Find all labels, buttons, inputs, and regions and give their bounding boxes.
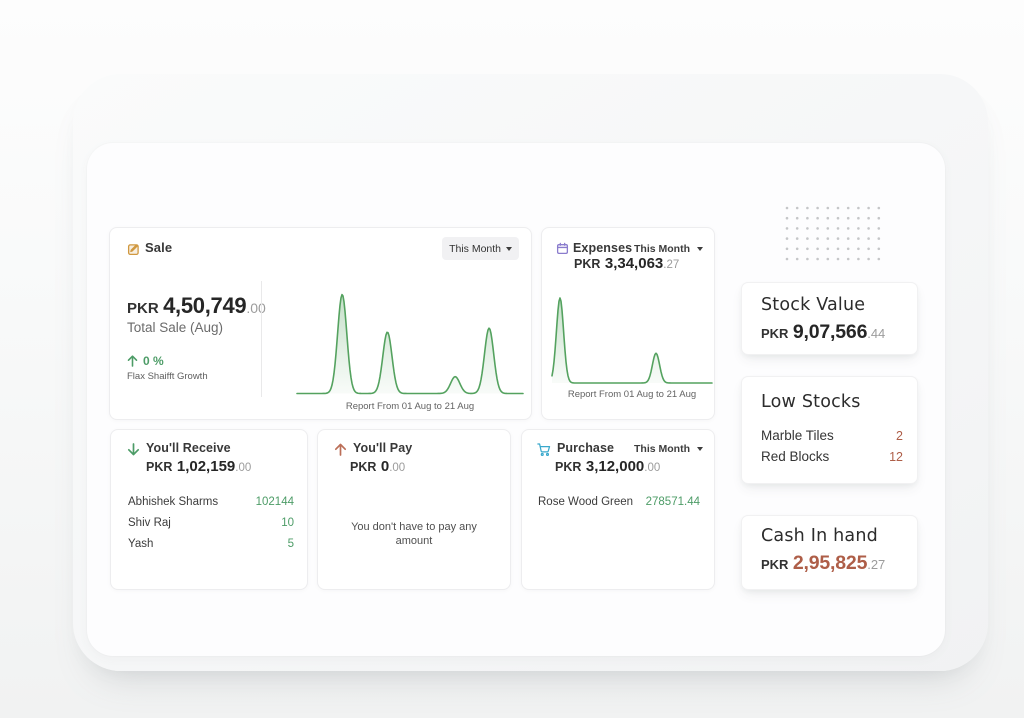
cash-currency: PKR <box>761 557 789 572</box>
pay-decimals: .00 <box>389 462 406 474</box>
expenses-title: Expenses <box>573 241 633 255</box>
expenses-sparkline-chart <box>551 297 713 384</box>
you-will-pay-card: You'll Pay PKR 0.00 You don't have to pa… <box>317 429 511 590</box>
low-stocks-list: Marble Tiles 2 Red Blocks 12 <box>742 425 917 467</box>
cash-in-hand-title: Cash In hand <box>761 526 878 546</box>
party-amount: 5 <box>287 537 294 550</box>
receive-total-value: PKR 1,02,159.00 <box>146 458 251 477</box>
sale-amount: 4,50,749 <box>163 293 247 318</box>
chevron-down-icon <box>697 447 703 451</box>
dashboard-screen: Sale This Month PKR 4,50,749.00 Total Sa… <box>87 143 945 656</box>
sale-currency: PKR <box>127 300 159 317</box>
purchase-item-row[interactable]: Rose Wood Green 278571.44 <box>538 491 700 512</box>
expenses-period-label: This Month <box>634 243 690 255</box>
pay-title: You'll Pay <box>353 441 413 455</box>
expenses-currency: PKR <box>574 257 601 271</box>
stock-item-name: Marble Tiles <box>761 428 834 443</box>
party-name: Abhishek Sharms <box>128 495 219 508</box>
purchase-period-label: This Month <box>634 443 690 455</box>
low-stock-row[interactable]: Red Blocks 12 <box>761 446 903 467</box>
sale-period-label: This Month <box>449 242 501 255</box>
expenses-calendar-icon <box>556 242 569 255</box>
stock-amount: 9,07,566 <box>792 321 868 343</box>
item-amount: 278571.44 <box>645 495 700 508</box>
pay-amount: 0 <box>380 458 390 475</box>
arrow-up-icon <box>334 443 347 461</box>
device-frame: Sale This Month PKR 4,50,749.00 Total Sa… <box>73 74 988 671</box>
cash-amount: 2,95,825 <box>792 552 868 574</box>
receive-party-row[interactable]: Shiv Raj 10 <box>128 512 294 533</box>
sale-growth: 0 % <box>127 354 164 368</box>
purchase-total-value: PKR 3,12,000.00 <box>555 458 660 477</box>
receive-party-list: Abhishek Sharms 102144 Shiv Raj 10 Yash … <box>111 491 307 554</box>
sale-title: Sale <box>145 240 173 255</box>
stock-item-name: Red Blocks <box>761 449 830 464</box>
low-stocks-title: Low Stocks <box>761 392 861 412</box>
purchase-decimals: .00 <box>644 462 661 474</box>
arrow-up-icon <box>127 355 138 367</box>
cash-decimals: .27 <box>867 557 886 572</box>
sale-card: Sale This Month PKR 4,50,749.00 Total Sa… <box>109 227 532 420</box>
low-stocks-card: Low Stocks Marble Tiles 2 Red Blocks 12 <box>741 376 918 484</box>
cash-in-hand-card: Cash In hand PKR 2,95,825.27 <box>741 515 918 590</box>
cash-in-hand-amount: PKR 2,95,825.27 <box>761 552 885 576</box>
sale-divider <box>261 281 262 397</box>
party-name: Shiv Raj <box>128 516 171 529</box>
expenses-decimals: .27 <box>663 259 680 271</box>
pay-total-value: PKR 0.00 <box>350 458 405 477</box>
purchase-title: Purchase <box>557 441 615 455</box>
sale-growth-label: Flax Shaifft Growth <box>127 371 208 382</box>
you-will-receive-card: You'll Receive PKR 1,02,159.00 Abhishek … <box>110 429 308 590</box>
party-amount: 10 <box>281 516 294 529</box>
expenses-card: Expenses This Month PKR 3,34,063.27 Repo… <box>541 227 715 420</box>
sale-subtitle: Total Sale (Aug) <box>127 320 224 335</box>
stock-value-card: Stock Value PKR 9,07,566.44 <box>741 282 918 355</box>
low-stock-row[interactable]: Marble Tiles 2 <box>761 425 903 446</box>
sale-total-value: PKR 4,50,749.00 <box>127 294 266 321</box>
stock-item-qty: 12 <box>889 449 903 464</box>
stock-value-amount: PKR 9,07,566.44 <box>761 321 885 345</box>
dot-pattern <box>785 206 881 261</box>
receive-decimals: .00 <box>235 462 252 474</box>
receive-title: You'll Receive <box>146 441 231 455</box>
sale-decimals: .00 <box>246 300 266 316</box>
purchase-amount: 3,12,000 <box>585 458 645 475</box>
sale-sparkline-chart <box>296 293 524 395</box>
sale-edit-icon <box>127 243 140 256</box>
expenses-amount: 3,34,063 <box>604 255 664 272</box>
party-name: Yash <box>128 537 154 550</box>
chevron-down-icon <box>506 246 512 251</box>
receive-amount: 1,02,159 <box>176 458 236 475</box>
receive-party-row[interactable]: Abhishek Sharms 102144 <box>128 491 294 512</box>
expenses-total-value: PKR 3,34,063.27 <box>574 255 679 274</box>
arrow-down-icon <box>127 443 140 461</box>
party-amount: 102144 <box>255 495 294 508</box>
purchase-item-list: Rose Wood Green 278571.44 <box>522 491 714 512</box>
stock-decimals: .44 <box>867 326 886 341</box>
cart-icon <box>537 443 551 461</box>
receive-currency: PKR <box>146 460 173 474</box>
sale-period-dropdown[interactable]: This Month <box>442 237 519 260</box>
receive-party-row[interactable]: Yash 5 <box>128 533 294 554</box>
pay-currency: PKR <box>350 460 377 474</box>
purchase-currency: PKR <box>555 460 582 474</box>
stock-value-title: Stock Value <box>761 295 866 315</box>
expenses-report-caption: Report From 01 Aug to 21 Aug <box>567 389 697 400</box>
sale-report-caption: Report From 01 Aug to 21 Aug <box>345 401 475 412</box>
purchase-period-dropdown[interactable]: This Month <box>634 441 703 457</box>
chevron-down-icon <box>697 247 703 251</box>
pay-empty-message: You don't have to pay any amount <box>351 521 477 547</box>
sale-growth-value: 0 % <box>143 354 164 368</box>
purchase-card: Purchase This Month PKR 3,12,000.00 Rose… <box>521 429 715 590</box>
stock-item-qty: 2 <box>896 428 903 443</box>
item-name: Rose Wood Green <box>538 495 634 508</box>
stock-currency: PKR <box>761 326 789 341</box>
expenses-period-dropdown[interactable]: This Month <box>634 241 703 257</box>
